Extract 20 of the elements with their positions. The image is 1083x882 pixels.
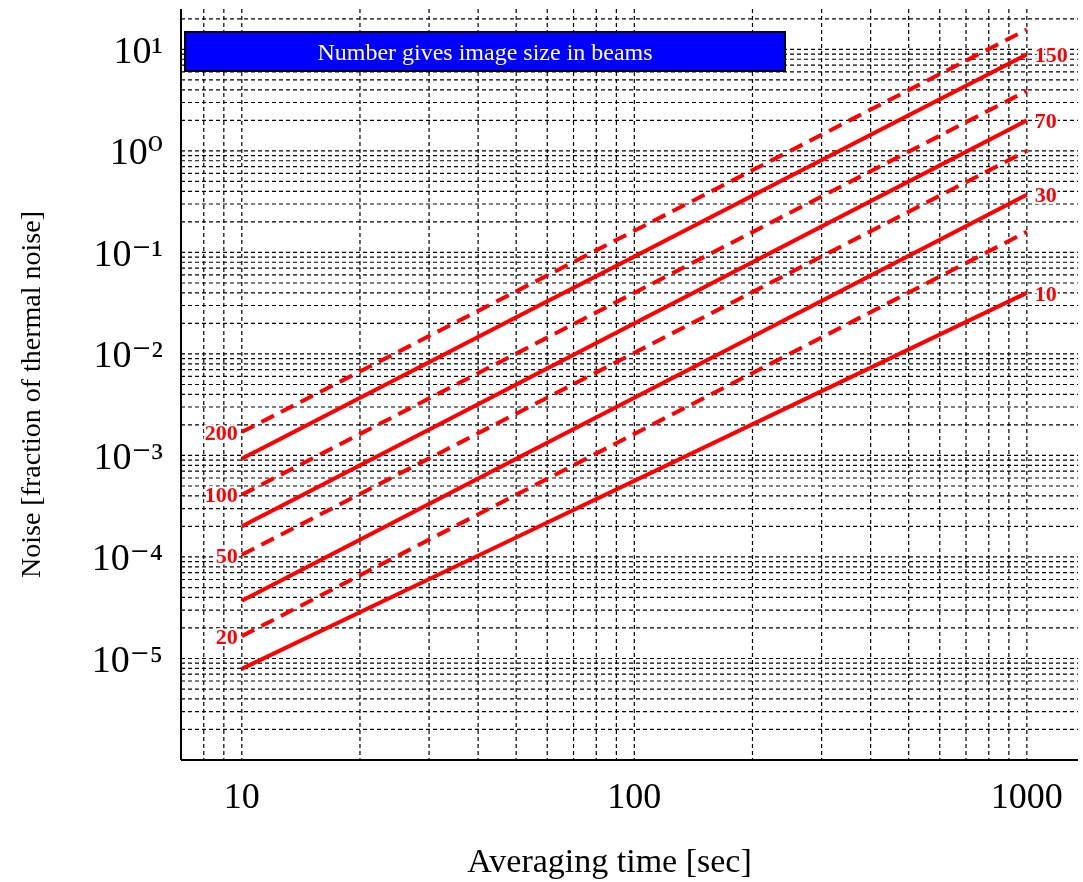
series-label: 100 (204, 482, 238, 508)
x-tick-label: 1000 (990, 776, 1063, 816)
x-tick-label: 100 (607, 776, 662, 816)
y-tick-label: 10⁻¹ (93, 231, 163, 274)
annotation: Number gives image size in beams (317, 39, 653, 66)
y-tick-label: 10⁻⁵ (91, 637, 163, 680)
y-tick-label: 10⁰ (109, 130, 163, 173)
x-axis-title: Averaging time [sec] (467, 842, 752, 879)
y-tick-label: 10⁻² (93, 333, 163, 376)
y-tick-label: 10¹ (113, 28, 163, 71)
series-label: 20 (215, 623, 238, 649)
series-label: 50 (215, 542, 238, 568)
y-axis-title: Noise [fraction of thermal noise] (15, 211, 46, 578)
series-label: 200 (204, 419, 238, 445)
series-label: 10 (1034, 280, 1057, 306)
y-tick-label: 10⁻⁴ (91, 536, 163, 579)
y-tick-label: 10⁻³ (93, 434, 163, 477)
x-tick-label: 10 (223, 776, 260, 816)
series-label: 70 (1034, 108, 1057, 134)
series-label: 30 (1034, 182, 1057, 208)
